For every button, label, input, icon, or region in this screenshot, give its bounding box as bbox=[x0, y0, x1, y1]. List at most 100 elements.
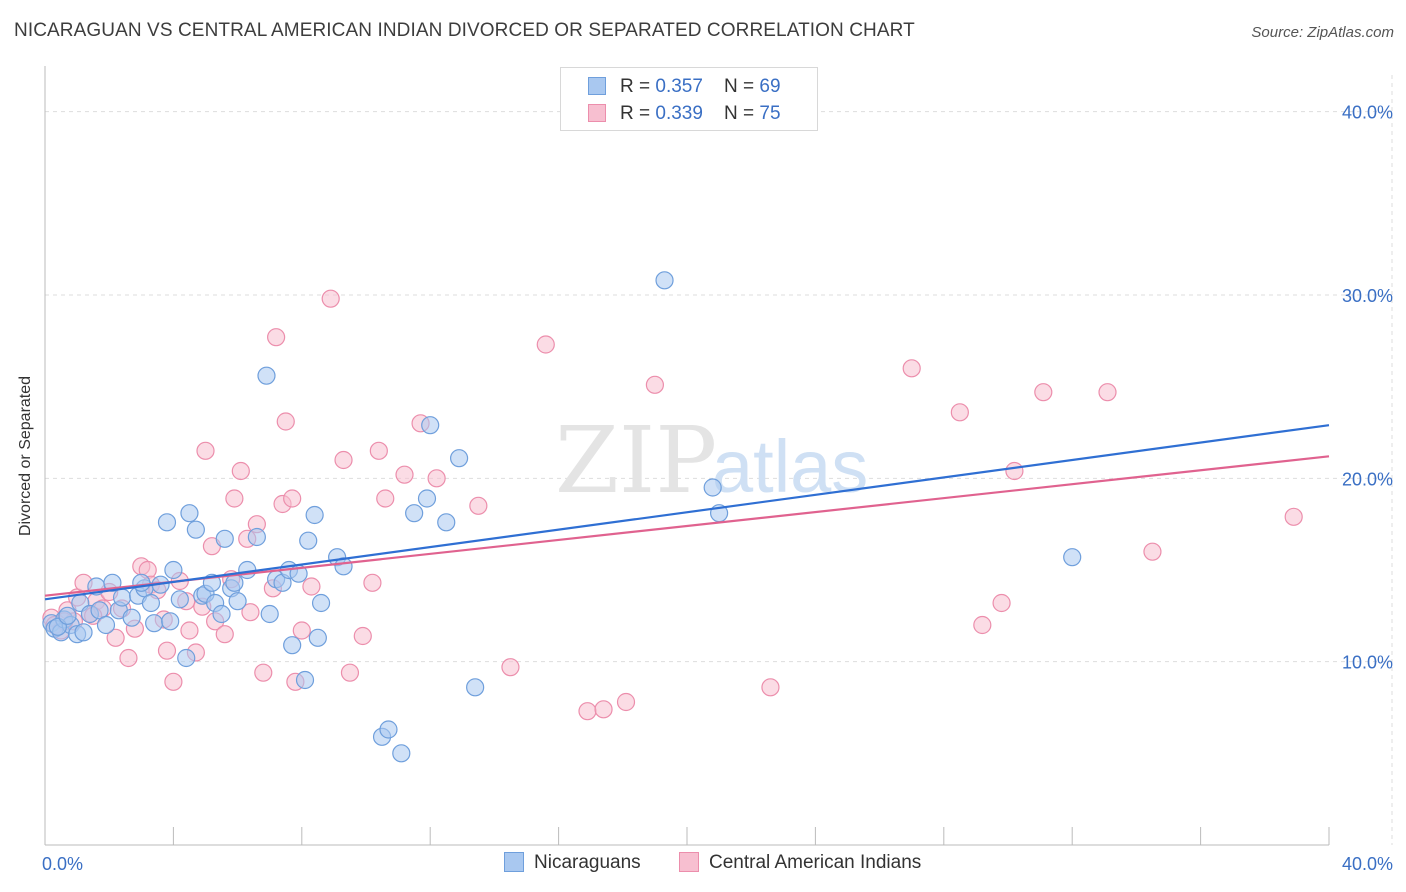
y-tick-label: 40.0% bbox=[1342, 103, 1393, 123]
data-point bbox=[180, 621, 199, 640]
y-tick-label: 10.0% bbox=[1342, 653, 1393, 673]
tick-labels: 10.0% 20.0% 30.0% 40.0% 0.0% 40.0% bbox=[42, 103, 1393, 874]
data-point bbox=[379, 720, 398, 739]
data-point bbox=[241, 603, 260, 622]
data-point bbox=[212, 604, 231, 624]
legend-row-nicaraguans: R = 0.357 N = 69 bbox=[588, 76, 781, 98]
data-point bbox=[1098, 383, 1117, 402]
source-site: ZipAtlas.com bbox=[1307, 24, 1394, 41]
data-point bbox=[228, 592, 247, 611]
data-point bbox=[186, 520, 205, 539]
legend-r-value: 0.357 bbox=[655, 76, 703, 97]
data-point bbox=[1005, 461, 1024, 481]
data-point bbox=[141, 593, 161, 613]
bottom-legend-label: Central American Indians bbox=[709, 852, 922, 873]
data-point bbox=[122, 608, 141, 627]
legend-n-label: N = bbox=[724, 103, 760, 124]
data-point bbox=[703, 478, 722, 497]
data-point bbox=[363, 573, 382, 592]
data-point bbox=[106, 628, 125, 647]
data-point bbox=[295, 670, 315, 690]
legend-r-value: 0.339 bbox=[655, 103, 703, 124]
data-point bbox=[164, 672, 183, 691]
data-point bbox=[157, 641, 177, 660]
data-point bbox=[164, 560, 183, 580]
data-point bbox=[578, 702, 597, 721]
trend-line-nicaraguans bbox=[44, 424, 1330, 601]
data-point bbox=[950, 403, 969, 422]
data-point bbox=[96, 615, 116, 635]
data-point bbox=[283, 489, 302, 508]
data-point bbox=[1284, 507, 1303, 526]
data-point bbox=[299, 531, 318, 550]
data-point bbox=[501, 658, 520, 677]
trend-line-central-american-indians bbox=[44, 455, 1330, 597]
data-point bbox=[119, 648, 138, 668]
data-point bbox=[469, 496, 488, 515]
data-point bbox=[655, 271, 674, 290]
data-point bbox=[437, 513, 456, 532]
data-point bbox=[1063, 548, 1082, 567]
data-point bbox=[170, 590, 189, 609]
data-point bbox=[254, 663, 273, 682]
legend-r-label: R = bbox=[620, 103, 656, 124]
data-point bbox=[1143, 542, 1162, 561]
data-point bbox=[392, 744, 411, 763]
legend-n-value: 75 bbox=[759, 103, 781, 124]
data-point bbox=[161, 612, 180, 631]
bottom-legend-nicaraguans[interactable]: Nicaraguans bbox=[504, 852, 641, 874]
data-point bbox=[761, 678, 780, 697]
data-point bbox=[536, 335, 555, 354]
data-point bbox=[276, 412, 295, 431]
data-point bbox=[427, 469, 446, 488]
data-point bbox=[340, 663, 360, 682]
watermark-zip: ZIP bbox=[555, 407, 717, 514]
data-point bbox=[257, 366, 276, 385]
series-nicaraguans bbox=[42, 271, 1082, 763]
x-tick-label: 0.0% bbox=[42, 854, 83, 874]
data-point bbox=[180, 504, 199, 523]
legend-n-label: N = bbox=[724, 76, 760, 97]
y-tick-label: 30.0% bbox=[1342, 286, 1393, 306]
data-point bbox=[58, 606, 77, 625]
data-point bbox=[594, 700, 613, 719]
data-point bbox=[215, 625, 234, 644]
legend-n-value: 69 bbox=[759, 76, 781, 97]
data-point bbox=[247, 527, 266, 547]
bottom-legend-swatch-pink bbox=[679, 852, 699, 872]
data-point bbox=[311, 593, 331, 613]
data-point bbox=[132, 573, 151, 592]
y-tick-label: 20.0% bbox=[1342, 469, 1393, 489]
bottom-legend-swatch-blue bbox=[504, 852, 524, 872]
data-point bbox=[74, 623, 93, 642]
bottom-legend-label: Nicaraguans bbox=[534, 852, 641, 873]
data-point bbox=[231, 461, 250, 481]
data-point bbox=[215, 529, 234, 548]
legend-r-label: R = bbox=[620, 76, 656, 97]
data-point bbox=[177, 648, 196, 668]
data-point bbox=[616, 692, 636, 712]
data-point bbox=[157, 513, 177, 532]
data-point bbox=[308, 628, 327, 647]
data-point bbox=[369, 441, 388, 460]
watermark-atlas: atlas bbox=[712, 425, 868, 508]
data-point bbox=[353, 626, 372, 646]
trend-lines bbox=[44, 424, 1330, 601]
axes bbox=[44, 66, 1330, 846]
watermark: ZIP atlas bbox=[555, 407, 868, 514]
data-point bbox=[395, 465, 414, 484]
source-prefix: Source: bbox=[1251, 24, 1308, 41]
chart-title: NICARAGUAN VS CENTRAL AMERICAN INDIAN DI… bbox=[14, 20, 915, 41]
data-point bbox=[449, 449, 469, 468]
data-point bbox=[196, 441, 215, 460]
data-point bbox=[1034, 383, 1053, 402]
data-point bbox=[267, 328, 286, 347]
data-point bbox=[225, 489, 244, 508]
data-point bbox=[405, 504, 424, 523]
data-point bbox=[466, 678, 485, 697]
legend-row-central-american-indians: R = 0.339 N = 75 bbox=[588, 103, 781, 125]
data-point bbox=[292, 621, 311, 640]
bottom-legend-central-american-indians[interactable]: Central American Indians bbox=[679, 852, 921, 874]
data-point bbox=[145, 614, 164, 633]
